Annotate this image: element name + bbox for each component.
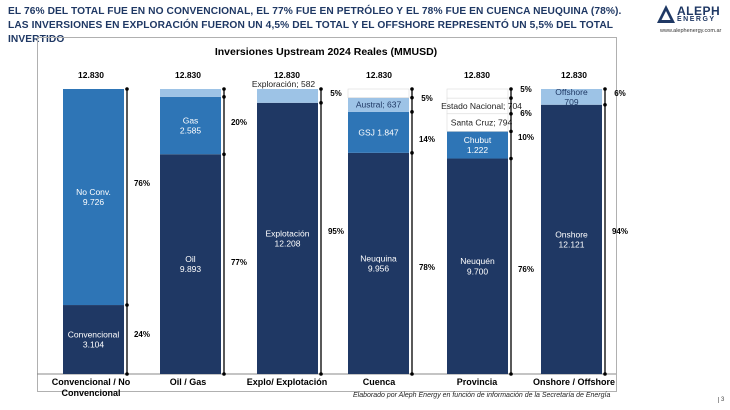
bar-segment xyxy=(348,152,409,374)
bar-segment xyxy=(541,104,602,374)
percent-label: 24% xyxy=(134,330,150,339)
percent-label: 20% xyxy=(231,118,247,127)
total-label: 12.830 xyxy=(561,70,587,80)
category-label: Cuenca xyxy=(363,377,397,387)
segment-label: Onshore 12.121 xyxy=(555,229,588,249)
bar-segment xyxy=(257,102,318,374)
segment-label: Offshore 709 xyxy=(555,87,588,107)
percent-label: 10% xyxy=(518,133,534,142)
category-label: Provincia xyxy=(457,377,499,387)
segment-label: Neuquina 9.956 xyxy=(360,253,397,273)
percent-label: 76% xyxy=(134,179,150,188)
percent-label: 5% xyxy=(520,85,532,94)
bar-segment xyxy=(541,89,602,105)
bracket-dot xyxy=(410,372,414,376)
percent-label: 78% xyxy=(419,263,435,272)
bar-segment xyxy=(447,131,508,159)
bar-segment xyxy=(63,89,124,306)
percent-label: 76% xyxy=(518,265,534,274)
bar-segment xyxy=(160,154,221,374)
bracket-dot xyxy=(509,129,513,134)
bracket-dot xyxy=(222,95,226,99)
bracket-dot xyxy=(319,101,323,105)
bar-segment xyxy=(160,96,221,155)
bracket-dot xyxy=(603,372,607,376)
segment-label: Convencional 3.104 xyxy=(68,329,120,349)
headline: EL 76% DEL TOTAL FUE EN NO CONVENCIONAL,… xyxy=(8,6,622,45)
segment-label: Neuquén 9.700 xyxy=(460,256,495,276)
bar-segment xyxy=(347,88,410,98)
total-label: 12.830 xyxy=(175,70,201,80)
bracket-dot xyxy=(319,87,323,91)
bracket-dot xyxy=(509,87,513,91)
segment-label: Chubut 1.222 xyxy=(464,135,492,155)
percent-label: 77% xyxy=(231,258,247,267)
bracket-dot xyxy=(509,96,513,100)
category-label: Onshore / Offshore xyxy=(533,377,615,387)
bar-segment xyxy=(447,158,508,374)
bracket-dot xyxy=(603,87,607,91)
segment-label: Explotación 12.208 xyxy=(266,228,310,248)
percent-label: 14% xyxy=(419,135,435,144)
total-label: 12.830 xyxy=(464,70,490,80)
bar-segment xyxy=(446,88,509,99)
bracket-dot xyxy=(222,152,226,157)
bracket-dot xyxy=(410,151,414,155)
total-label: 12.830 xyxy=(78,70,104,80)
bar-segment xyxy=(348,97,409,112)
segment-label: Estado Nacional; 704 xyxy=(441,101,522,111)
bracket-dot xyxy=(319,372,323,376)
segment-label: No Conv. 9.726 xyxy=(76,187,111,207)
bracket-dot xyxy=(410,87,414,91)
logo-subtitle: ENERGY xyxy=(677,16,716,23)
chart-title: Inversiones Upstream 2024 Reales (MMUSD) xyxy=(215,46,437,58)
percent-label: 6% xyxy=(520,109,532,118)
segment-label: GSJ 1.847 xyxy=(358,127,398,137)
bar-segment xyxy=(160,89,221,97)
segment-label: Gas 2.585 xyxy=(180,115,202,135)
segment-label: Oil 9.893 xyxy=(180,254,202,274)
triangle-logo-icon xyxy=(657,5,675,23)
aleph-energy-logo: ALEPH ENERGY www.alephenergy.com.ar xyxy=(656,4,726,34)
bracket-dot xyxy=(125,372,129,376)
bar-segment xyxy=(348,111,409,153)
bracket-dot xyxy=(509,156,513,161)
bracket-dot xyxy=(410,110,414,114)
percent-label: 5% xyxy=(421,94,433,103)
page-number: 3 xyxy=(718,397,724,403)
segment-label: Santa Cruz; 794 xyxy=(451,118,513,128)
percent-label: 6% xyxy=(614,89,626,98)
percent-label: 95% xyxy=(328,227,344,236)
logo-url: www.alephenergy.com.ar xyxy=(660,28,722,34)
logo-name: ALEPH xyxy=(677,4,721,18)
category-label: Oil / Gas xyxy=(170,377,207,387)
category-label: Explo/ Explotación xyxy=(247,377,328,387)
segment-label: Exploración; 582 xyxy=(252,79,316,89)
bracket-dot xyxy=(125,87,129,91)
bar-segment xyxy=(63,305,124,374)
bracket-dot xyxy=(509,372,513,376)
total-label: 12.830 xyxy=(274,70,300,80)
percent-label: 94% xyxy=(612,227,628,236)
bracket-dot xyxy=(603,102,607,107)
footnote: Elaborado por Aleph Energy en función de… xyxy=(353,392,611,399)
bracket-dot xyxy=(509,111,513,116)
segment-label: Austral; 637 xyxy=(356,100,402,110)
bracket-dot xyxy=(222,87,226,91)
percent-label: 5% xyxy=(330,89,342,98)
total-label: 12.830 xyxy=(366,70,392,80)
chart-frame xyxy=(37,37,617,392)
bracket-dot xyxy=(125,303,129,307)
bar-segment xyxy=(257,89,318,103)
category-label: Convencional / No Convencional xyxy=(52,377,131,398)
bracket-dot xyxy=(222,372,226,376)
bracket-dot xyxy=(410,95,414,100)
